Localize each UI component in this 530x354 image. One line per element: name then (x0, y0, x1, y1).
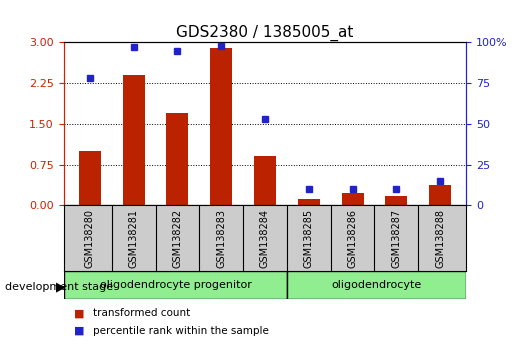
Text: transformed count: transformed count (93, 308, 190, 318)
Text: GSM138282: GSM138282 (172, 209, 182, 268)
Text: GSM138285: GSM138285 (304, 209, 314, 268)
Text: GSM138288: GSM138288 (435, 209, 445, 268)
Text: GSM138283: GSM138283 (216, 209, 226, 268)
Bar (298, 199, 320, 205)
Text: GSM138286: GSM138286 (348, 209, 358, 268)
Text: percentile rank within the sample: percentile rank within the sample (93, 326, 269, 336)
Text: GSM138280: GSM138280 (85, 209, 95, 268)
Bar (64, 271, 287, 299)
Bar (429, 185, 451, 205)
Bar (254, 156, 276, 205)
Bar (210, 48, 232, 205)
Text: oligodendrocyte progenitor: oligodendrocyte progenitor (100, 280, 251, 290)
Text: development stage: development stage (5, 282, 113, 292)
Text: GDS2380 / 1385005_at: GDS2380 / 1385005_at (176, 25, 354, 41)
Bar (342, 193, 364, 205)
Text: ■: ■ (74, 326, 85, 336)
Text: GSM138281: GSM138281 (129, 209, 139, 268)
Text: GSM138284: GSM138284 (260, 209, 270, 268)
Text: ■: ■ (74, 308, 85, 318)
Text: oligodendrocyte: oligodendrocyte (332, 280, 422, 290)
Text: GSM138287: GSM138287 (391, 209, 401, 268)
Text: ▶: ▶ (56, 280, 66, 293)
Bar (385, 195, 407, 205)
Bar (123, 75, 145, 205)
Bar (287, 271, 466, 299)
Bar (166, 113, 188, 205)
Bar (79, 151, 101, 205)
